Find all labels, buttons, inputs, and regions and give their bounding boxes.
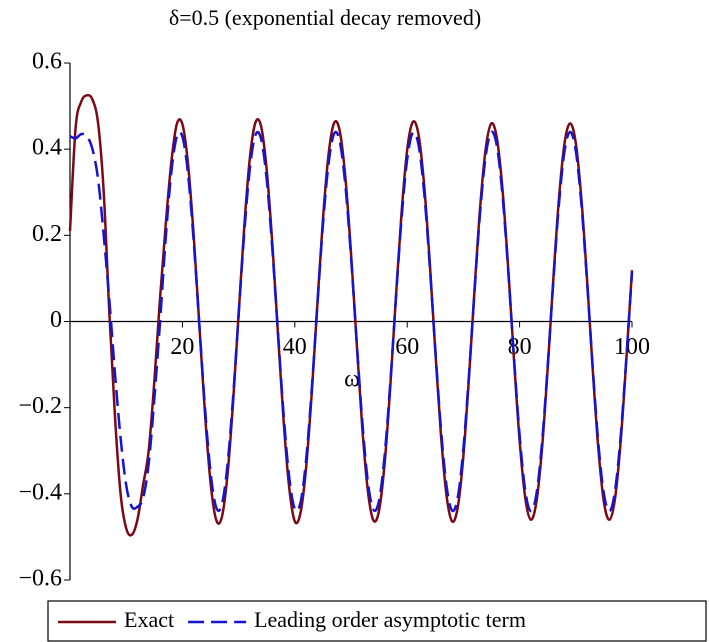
x-tick-label: 60 bbox=[395, 334, 419, 360]
x-tick-label: 20 bbox=[170, 334, 194, 360]
y-tick-label: −0.4 bbox=[18, 479, 62, 505]
series-line bbox=[68, 93, 634, 537]
y-tick-label: −0.6 bbox=[18, 566, 62, 592]
x-axis-label: ω bbox=[344, 367, 360, 393]
chart-title: δ=0.5 (exponential decay removed) bbox=[169, 5, 481, 30]
x-tick-label: 80 bbox=[508, 334, 532, 360]
x-tick-label: 100 bbox=[614, 334, 650, 360]
x-tick-label: 40 bbox=[283, 334, 307, 360]
y-tick-label: 0.6 bbox=[32, 49, 62, 75]
series-line bbox=[69, 130, 634, 513]
y-tick-label: 0.2 bbox=[32, 221, 62, 247]
y-tick-label: −0.2 bbox=[18, 393, 62, 419]
legend-box bbox=[47, 600, 707, 642]
legend-label: Leading order asymptotic term bbox=[254, 607, 526, 632]
legend-label: Exact bbox=[124, 607, 174, 632]
y-tick-label: 0 bbox=[50, 307, 62, 333]
y-tick-label: 0.4 bbox=[32, 135, 62, 161]
